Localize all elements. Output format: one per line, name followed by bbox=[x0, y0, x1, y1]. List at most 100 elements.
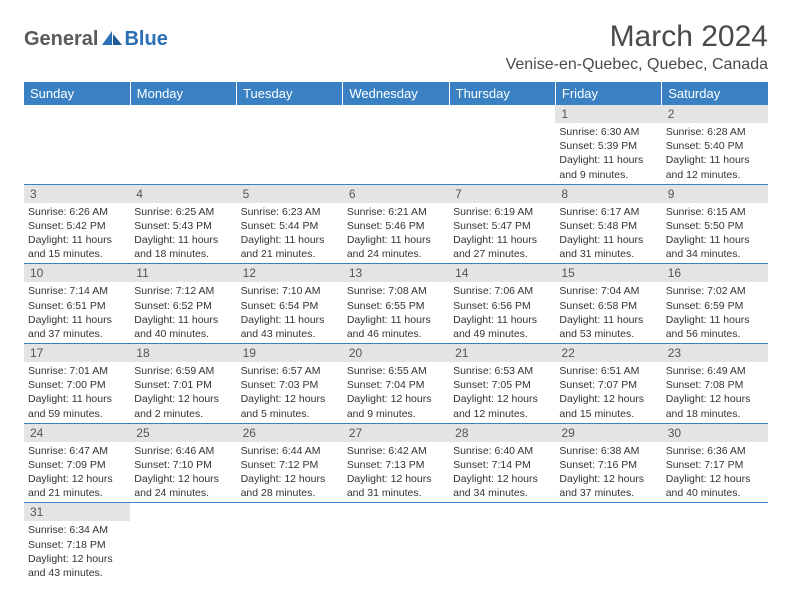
day-details: Sunrise: 6:21 AMSunset: 5:46 PMDaylight:… bbox=[343, 203, 449, 264]
day-details: Sunrise: 6:23 AMSunset: 5:44 PMDaylight:… bbox=[237, 203, 343, 264]
sunrise-text: Sunrise: 6:36 AM bbox=[666, 444, 764, 458]
daylight-line-1: Daylight: 11 hours bbox=[559, 233, 657, 247]
day-number: 23 bbox=[662, 344, 768, 362]
weekday-header-row: Sunday Monday Tuesday Wednesday Thursday… bbox=[24, 82, 768, 105]
calendar-cell: 29Sunrise: 6:38 AMSunset: 7:16 PMDayligh… bbox=[555, 423, 661, 503]
calendar-cell: 12Sunrise: 7:10 AMSunset: 6:54 PMDayligh… bbox=[237, 264, 343, 344]
day-number: 15 bbox=[555, 264, 661, 282]
day-number: 24 bbox=[24, 424, 130, 442]
calendar-cell bbox=[237, 105, 343, 184]
sunset-text: Sunset: 7:14 PM bbox=[453, 458, 551, 472]
sunset-text: Sunset: 5:48 PM bbox=[559, 219, 657, 233]
day-number: 7 bbox=[449, 185, 555, 203]
daylight-line-2: and 15 minutes. bbox=[559, 407, 657, 421]
daylight-line-2: and 43 minutes. bbox=[241, 327, 339, 341]
day-details: Sunrise: 6:46 AMSunset: 7:10 PMDaylight:… bbox=[130, 442, 236, 503]
day-number: 28 bbox=[449, 424, 555, 442]
daylight-line-1: Daylight: 12 hours bbox=[347, 392, 445, 406]
daylight-line-1: Daylight: 11 hours bbox=[347, 313, 445, 327]
calendar-cell: 18Sunrise: 6:59 AMSunset: 7:01 PMDayligh… bbox=[130, 344, 236, 424]
sunrise-text: Sunrise: 6:19 AM bbox=[453, 205, 551, 219]
day-details: Sunrise: 6:38 AMSunset: 7:16 PMDaylight:… bbox=[555, 442, 661, 503]
sunset-text: Sunset: 7:18 PM bbox=[28, 538, 126, 552]
weekday-header: Wednesday bbox=[343, 82, 449, 105]
sunset-text: Sunset: 5:42 PM bbox=[28, 219, 126, 233]
sunrise-text: Sunrise: 7:02 AM bbox=[666, 284, 764, 298]
sunset-text: Sunset: 5:40 PM bbox=[666, 139, 764, 153]
daylight-line-2: and 9 minutes. bbox=[347, 407, 445, 421]
sunset-text: Sunset: 5:44 PM bbox=[241, 219, 339, 233]
sunset-text: Sunset: 6:55 PM bbox=[347, 299, 445, 313]
calendar-cell: 26Sunrise: 6:44 AMSunset: 7:12 PMDayligh… bbox=[237, 423, 343, 503]
weekday-header: Monday bbox=[130, 82, 236, 105]
daylight-line-2: and 37 minutes. bbox=[28, 327, 126, 341]
daylight-line-1: Daylight: 12 hours bbox=[241, 392, 339, 406]
weekday-header: Friday bbox=[555, 82, 661, 105]
sunset-text: Sunset: 5:39 PM bbox=[559, 139, 657, 153]
day-details: Sunrise: 7:10 AMSunset: 6:54 PMDaylight:… bbox=[237, 282, 343, 343]
daylight-line-1: Daylight: 11 hours bbox=[666, 233, 764, 247]
day-details: Sunrise: 6:25 AMSunset: 5:43 PMDaylight:… bbox=[130, 203, 236, 264]
daylight-line-1: Daylight: 11 hours bbox=[241, 233, 339, 247]
day-number: 10 bbox=[24, 264, 130, 282]
day-details: Sunrise: 6:42 AMSunset: 7:13 PMDaylight:… bbox=[343, 442, 449, 503]
daylight-line-1: Daylight: 12 hours bbox=[134, 472, 232, 486]
sunrise-text: Sunrise: 6:57 AM bbox=[241, 364, 339, 378]
calendar-cell: 11Sunrise: 7:12 AMSunset: 6:52 PMDayligh… bbox=[130, 264, 236, 344]
calendar-cell: 6Sunrise: 6:21 AMSunset: 5:46 PMDaylight… bbox=[343, 184, 449, 264]
daylight-line-2: and 59 minutes. bbox=[28, 407, 126, 421]
calendar-cell: 5Sunrise: 6:23 AMSunset: 5:44 PMDaylight… bbox=[237, 184, 343, 264]
sunrise-text: Sunrise: 7:04 AM bbox=[559, 284, 657, 298]
day-details: Sunrise: 6:47 AMSunset: 7:09 PMDaylight:… bbox=[24, 442, 130, 503]
daylight-line-2: and 12 minutes. bbox=[453, 407, 551, 421]
sunrise-text: Sunrise: 6:42 AM bbox=[347, 444, 445, 458]
sunset-text: Sunset: 5:47 PM bbox=[453, 219, 551, 233]
weekday-header: Thursday bbox=[449, 82, 555, 105]
daylight-line-1: Daylight: 11 hours bbox=[28, 313, 126, 327]
sunrise-text: Sunrise: 6:44 AM bbox=[241, 444, 339, 458]
calendar-cell: 7 Sunrise: 6:19 AMSunset: 5:47 PMDaylight… bbox=[449, 184, 555, 264]
daylight-line-1: Daylight: 12 hours bbox=[666, 392, 764, 406]
daylight-line-1: Daylight: 11 hours bbox=[28, 392, 126, 406]
calendar-cell bbox=[237, 503, 343, 582]
day-details: Sunrise: 7:04 AMSunset: 6:58 PMDaylight:… bbox=[555, 282, 661, 343]
daylight-line-1: Daylight: 12 hours bbox=[241, 472, 339, 486]
day-details: Sunrise: 6:34 AMSunset: 7:18 PMDaylight:… bbox=[24, 521, 130, 582]
daylight-line-2: and 34 minutes. bbox=[453, 486, 551, 500]
daylight-line-1: Daylight: 11 hours bbox=[28, 233, 126, 247]
sunrise-text: Sunrise: 6:53 AM bbox=[453, 364, 551, 378]
weekday-header: Tuesday bbox=[237, 82, 343, 105]
calendar-cell bbox=[24, 105, 130, 184]
daylight-line-1: Daylight: 12 hours bbox=[134, 392, 232, 406]
daylight-line-1: Daylight: 12 hours bbox=[559, 472, 657, 486]
daylight-line-2: and 24 minutes. bbox=[347, 247, 445, 261]
calendar-cell: 27Sunrise: 6:42 AMSunset: 7:13 PMDayligh… bbox=[343, 423, 449, 503]
calendar-cell bbox=[449, 105, 555, 184]
day-details: Sunrise: 6:59 AMSunset: 7:01 PMDaylight:… bbox=[130, 362, 236, 423]
sunset-text: Sunset: 5:43 PM bbox=[134, 219, 232, 233]
daylight-line-2: and 18 minutes. bbox=[666, 407, 764, 421]
sunrise-text: Sunrise: 6:40 AM bbox=[453, 444, 551, 458]
sunset-text: Sunset: 7:12 PM bbox=[241, 458, 339, 472]
calendar-cell: 10Sunrise: 7:14 AMSunset: 6:51 PMDayligh… bbox=[24, 264, 130, 344]
day-number: 4 bbox=[130, 185, 236, 203]
month-title: March 2024 bbox=[506, 20, 768, 54]
day-number: 8 bbox=[555, 185, 661, 203]
sunset-text: Sunset: 7:17 PM bbox=[666, 458, 764, 472]
sunrise-text: Sunrise: 7:12 AM bbox=[134, 284, 232, 298]
day-number: 5 bbox=[237, 185, 343, 203]
day-number: 18 bbox=[130, 344, 236, 362]
daylight-line-1: Daylight: 11 hours bbox=[666, 313, 764, 327]
daylight-line-2: and 12 minutes. bbox=[666, 168, 764, 182]
sunset-text: Sunset: 7:04 PM bbox=[347, 378, 445, 392]
day-details: Sunrise: 6:26 AMSunset: 5:42 PMDaylight:… bbox=[24, 203, 130, 264]
calendar-cell bbox=[555, 503, 661, 582]
sunset-text: Sunset: 5:50 PM bbox=[666, 219, 764, 233]
sunrise-text: Sunrise: 6:55 AM bbox=[347, 364, 445, 378]
sunrise-text: Sunrise: 6:26 AM bbox=[28, 205, 126, 219]
daylight-line-1: Daylight: 12 hours bbox=[453, 472, 551, 486]
daylight-line-1: Daylight: 11 hours bbox=[453, 233, 551, 247]
day-number: 29 bbox=[555, 424, 661, 442]
calendar-cell bbox=[343, 503, 449, 582]
day-details: Sunrise: 6:28 AMSunset: 5:40 PMDaylight:… bbox=[662, 123, 768, 184]
